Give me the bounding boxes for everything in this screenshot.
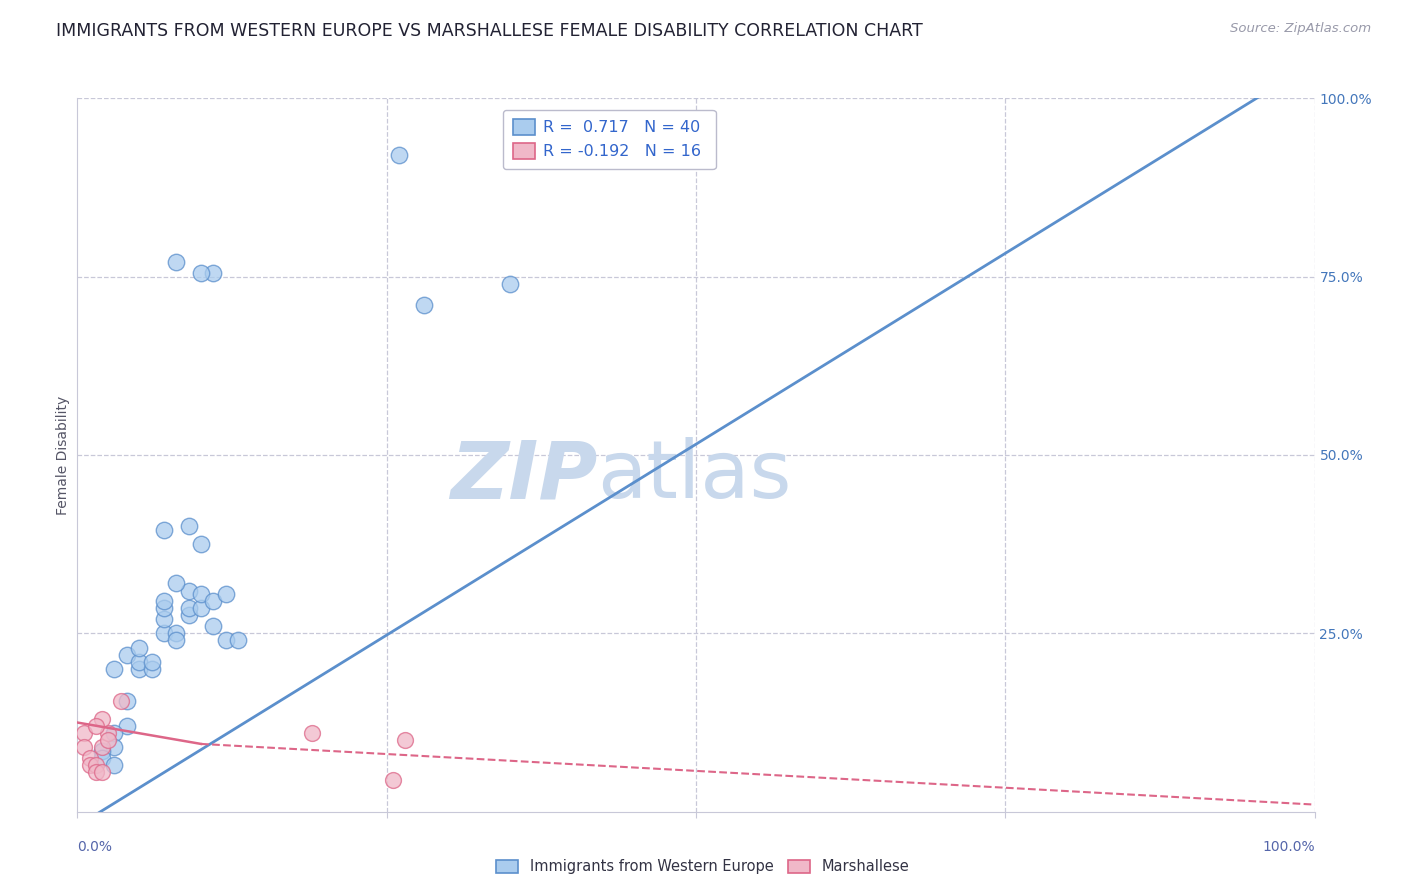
Point [202, 619, 225, 633]
Point [165, 626, 187, 640]
Point [128, 640, 150, 655]
Point [153, 594, 176, 608]
Point [103, 758, 125, 772]
Point [84, 719, 107, 733]
Point [190, 587, 212, 601]
Point [153, 612, 176, 626]
Point [215, 587, 238, 601]
Point [381, 772, 404, 787]
Point [215, 633, 238, 648]
Point [110, 694, 132, 708]
Point [91, 751, 114, 765]
Point [412, 298, 434, 312]
Point [165, 576, 187, 591]
Point [128, 662, 150, 676]
Point [84, 758, 107, 772]
Point [115, 694, 138, 708]
Point [394, 733, 416, 747]
Text: Source: ZipAtlas.com: Source: ZipAtlas.com [1230, 22, 1371, 36]
Point [79, 758, 101, 772]
Point [128, 655, 150, 669]
Point [301, 726, 323, 740]
Point [91, 740, 114, 755]
Text: ZIP: ZIP [450, 437, 598, 516]
Text: IMMIGRANTS FROM WESTERN EUROPE VS MARSHALLESE FEMALE DISABILITY CORRELATION CHAR: IMMIGRANTS FROM WESTERN EUROPE VS MARSHA… [56, 22, 922, 40]
Point [202, 594, 225, 608]
Text: 100.0%: 100.0% [1263, 840, 1315, 855]
Point [103, 740, 125, 755]
Point [141, 662, 163, 676]
Point [91, 765, 114, 780]
Point [177, 583, 200, 598]
Point [79, 751, 101, 765]
Point [72, 726, 94, 740]
Point [72, 740, 94, 755]
Point [84, 765, 107, 780]
Point [115, 648, 138, 662]
Point [103, 662, 125, 676]
Point [91, 744, 114, 758]
Point [153, 601, 176, 615]
Point [165, 633, 187, 648]
Point [177, 519, 200, 533]
Point [190, 537, 212, 551]
Point [153, 523, 176, 537]
Point [226, 633, 249, 648]
Point [91, 712, 114, 726]
Point [499, 277, 522, 291]
Point [177, 601, 200, 615]
Point [153, 626, 176, 640]
Point [202, 266, 225, 280]
Legend: R =  0.717   N = 40, R = -0.192   N = 16 : R = 0.717 N = 40, R = -0.192 N = 16 [503, 110, 716, 169]
Text: 0.0%: 0.0% [77, 840, 112, 855]
Point [141, 655, 163, 669]
Point [177, 608, 200, 623]
Point [97, 733, 120, 747]
Point [190, 601, 212, 615]
Point [190, 266, 212, 280]
Legend: Immigrants from Western Europe, Marshallese: Immigrants from Western Europe, Marshall… [491, 854, 915, 880]
Y-axis label: Female Disability: Female Disability [56, 395, 70, 515]
Point [103, 726, 125, 740]
Point [97, 726, 120, 740]
Point [115, 719, 138, 733]
Point [165, 255, 187, 269]
Text: atlas: atlas [598, 437, 792, 516]
Point [388, 148, 411, 162]
